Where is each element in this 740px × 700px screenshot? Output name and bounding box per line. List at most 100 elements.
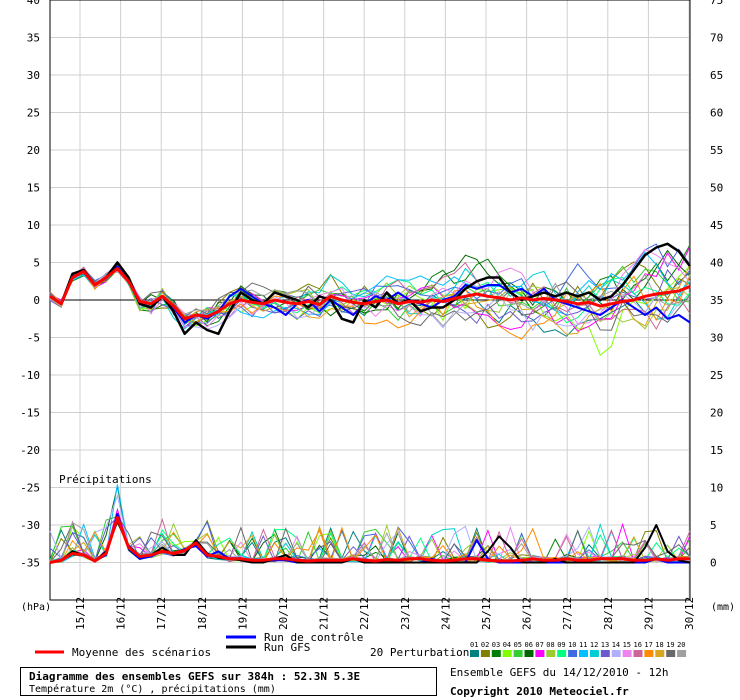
main-lines [49,242,692,564]
left-tick-label: 10 [27,219,40,232]
chart-title: Diagramme des ensembles GEFS sur 384h : … [29,670,361,683]
legend-perturbation-swatch [568,650,578,657]
left-tick-label: 35 [27,32,40,45]
legend-perturbation-swatch [677,650,687,657]
right-tick-label: 15 [710,444,723,457]
legend-perturbation-id: 14 [612,641,620,649]
left-tick-label: 5 [33,257,40,270]
legend-perturbation-swatch [622,650,632,657]
legend-perturbation-id: 05 [514,641,522,649]
legend-perturbation-swatch [600,650,610,657]
right-axis-unit: (mm) [711,602,735,613]
x-tick-label: 26/12 [521,597,534,630]
legend-perturbation-id: 17 [644,641,652,649]
legend-perturbation-swatch [491,650,501,657]
x-tick-label: 19/12 [236,597,249,630]
right-tick-label: 35 [710,294,723,307]
legend-gfs-label: Run GFS [264,641,310,654]
run-info: Ensemble GEFS du 14/12/2010 - 12h [450,666,669,679]
left-tick-label: 20 [27,144,40,157]
legend-perturbation-swatch [644,650,654,657]
x-tick-label: 23/12 [399,597,412,630]
legend-perturbation-swatch [589,650,599,657]
left-tick-label: -25 [20,482,40,495]
x-tick-label: 29/12 [642,597,655,630]
right-tick-label: 10 [710,482,723,495]
left-axis-unit: (hPa) [21,602,51,613]
right-tick-label: 40 [710,257,723,270]
legend-perturbation-id: 04 [503,641,511,649]
right-tick-label: 0 [710,557,717,570]
perturbation-precip-line [49,517,691,564]
legend-perturbation-swatch [546,650,556,657]
legend-perturbation-swatch [470,650,479,657]
x-tick-label: 21/12 [318,597,331,630]
chart-info-box: Diagramme des ensembles GEFS sur 384h : … [20,667,437,696]
left-tick-label: 40 [27,0,40,7]
legend-perturbation-swatch [611,650,621,657]
right-tick-label: 55 [710,144,723,157]
left-tick-label: -5 [27,332,40,345]
x-tick-label: 15/12 [74,597,87,630]
right-tick-label: 60 [710,107,723,120]
precip-label: Précipitations [59,473,152,486]
x-tick-label: 16/12 [115,597,128,630]
left-tick-label: 30 [27,69,40,82]
legend-perturbation-swatch [655,650,665,657]
legend-perturbation-swatch [535,650,545,657]
mean-temp-line [49,267,691,321]
legend-mean-label: Moyenne des scénarios [72,646,211,659]
right-tick-label: 65 [710,69,723,82]
right-tick-label: 70 [710,32,723,45]
x-axis-labels: 15/12 16/12 17/12 18/12 19/12 20/12 21/12 22/12… [74,597,696,630]
left-tick-label: -30 [20,519,40,532]
legend-perturbation-swatch [480,650,490,657]
legend-perturbation-id: 01 [470,641,478,649]
mean-precip-line [49,516,690,564]
left-tick-label: 25 [27,107,40,120]
legend-perturbation-id: 16 [634,641,642,649]
legend-perturbation-id: 19 [666,641,674,649]
legend-perturbation-swatch [557,650,567,657]
legend-perturbation-id: 13 [601,641,609,649]
right-tick-label: 5 [710,519,717,532]
legend-perturbation-swatch [579,650,588,657]
legend-perturbation-id: 10 [568,641,576,649]
right-tick-label: 30 [710,332,723,345]
right-tick-label: 50 [710,182,723,195]
legend-perturbation-id: 12 [590,641,598,649]
legend-perturbation-id: 15 [623,641,631,649]
x-tick-label: 22/12 [358,597,371,630]
legend-perturbation-id: 18 [655,641,663,649]
legend-perturbation-id: 20 [677,641,685,649]
left-axis-ticks: 40 35 30 25 20 15 10 5 0 -5 -10 -15 -20 -25 -30 -35 [20,0,40,570]
left-tick-label: -35 [20,557,40,570]
perturbation-temp-line [49,269,691,327]
right-tick-label: 25 [710,369,723,382]
x-tick-label: 20/12 [277,597,290,630]
legend-perturbations-label: 20 Perturbations [370,646,476,659]
gfs-precip-line [49,520,691,564]
copyright: Copyright 2010 Meteociel.fr [450,685,629,698]
legend-perturbation-id: 07 [535,641,543,649]
legend: Moyenne des scénarios Run de contrôle Ru… [35,631,687,659]
x-tick-label: 24/12 [439,597,452,630]
legend-perturbation-swatch [502,650,512,657]
x-tick-label: 25/12 [480,597,493,630]
legend-perturbation-id: 08 [546,641,554,649]
x-tick-label: 28/12 [602,597,615,630]
legend-perturbation-swatch [513,650,523,657]
right-tick-label: 75 [710,0,723,7]
legend-perturbation-id: 11 [579,641,587,649]
legend-perturbation-swatch [666,650,676,657]
legend-perturbation-id: 06 [525,641,533,649]
chart-subtitle: Température 2m (°C) , précipitations (mm… [29,684,276,695]
left-tick-label: -20 [20,444,40,457]
legend-control-label: Run de contrôle [264,631,363,644]
left-tick-label: 15 [27,182,40,195]
legend-perturbation-ids: 01 02 03 04 05 06 07 08 09 10 11 12 13 14 15 16 17 18 19 20 [470,641,687,657]
left-tick-label: -15 [20,407,40,420]
